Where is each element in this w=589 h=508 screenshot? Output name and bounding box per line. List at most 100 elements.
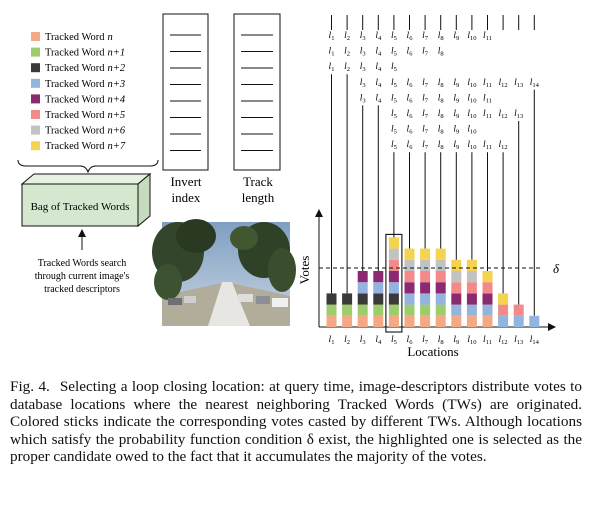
svg-text:Invert: Invert [170,174,201,189]
legend-swatch [31,94,40,104]
vote-segment [373,315,384,327]
track-row: l1 l2 l3 l4 l5 l6 l7 l8 [329,47,444,58]
bar-l12 [498,293,509,327]
bar-l7 [420,248,431,327]
vote-segment [326,315,337,327]
legend-label: Tracked Word n+2 [45,63,126,74]
location-label: l9 [453,335,459,346]
track-cell: l11 [483,93,492,104]
bag-of-tracked-words-box: Bag of Tracked Words [20,172,152,228]
track-cell: l8 [438,31,444,42]
track-row: l3 l4 l5 l6 l7 l8 l9 l10 l11 l12 l13 l14 [360,78,540,89]
track-cell: l7 [422,93,429,104]
legend-label: Tracked Word n+1 [45,48,125,59]
vote-segment [388,271,399,283]
track-cell: l11 [483,31,492,42]
vote-segment [498,304,509,316]
vote-segment [529,315,540,327]
vote-segment [482,315,493,327]
vote-segment [326,304,337,316]
bar-l5 [388,237,399,327]
vote-segment [388,282,399,294]
track-cell: l14 [530,78,540,89]
vote-segment [498,293,509,305]
vote-segment [326,293,337,305]
vote-segment [451,315,462,327]
track-cell: l6 [407,78,414,89]
vote-segment [466,304,477,316]
vote-segment [451,304,462,316]
legend-item: Tracked Word n+7 [31,141,126,152]
legend-label: Tracked Word n+7 [45,141,126,152]
search-line-2: through current image's [35,271,130,282]
location-label: l3 [360,335,366,346]
legend-label: Tracked Word n+5 [45,110,125,121]
vote-segment [404,282,415,294]
track-cell: l6 [407,47,414,58]
legend-item: Tracked Word n+4 [31,94,126,105]
track-cell: l3 [360,93,366,104]
track-length-table [233,13,281,171]
bar-l14 [529,315,540,327]
track-cell: l1 [329,62,335,73]
bag-label: Bag of Tracked Words [31,201,130,213]
legend-item: Tracked Word n+1 [31,47,125,59]
legend-label: Tracked Word n+6 [45,126,126,137]
location-label: l6 [407,335,414,346]
track-cell: l13 [514,109,523,120]
search-description: Tracked Words search through current ima… [35,258,130,295]
track-cell: l7 [422,47,429,58]
vote-segment [435,315,446,327]
vote-segment [357,271,368,283]
track-cell: l6 [407,140,414,151]
legend-item: Tracked Word n+3 [31,78,125,90]
bar-l1 [326,293,337,327]
track-cell: l10 [467,125,476,136]
track-cell: l8 [438,125,444,136]
track-cell: l4 [375,78,382,89]
tracked-words-legend: Tracked Word n Tracked Word n+1 Tracked Word… [31,32,126,152]
legend-label: Tracked Word n+3 [45,79,125,90]
vote-segment [388,248,399,260]
bar-l13 [513,304,524,327]
vote-segment [466,315,477,327]
track-cell: l7 [422,109,429,120]
y-axis-label: Votes [297,256,312,285]
vote-segment [357,293,368,305]
track-row: l5 l6 l7 l8 l9 l10 [391,125,477,136]
location-label: l11 [483,335,492,346]
bar-l9 [451,259,462,327]
location-label: l10 [467,335,476,346]
legend-swatch [31,32,40,41]
vote-segment [342,293,353,305]
track-cell: l8 [438,93,444,104]
track-cell: l5 [391,47,397,58]
vote-segment [342,315,353,327]
location-label: l2 [344,335,350,346]
vote-segment [420,259,431,271]
track-cell: l4 [375,31,382,42]
index-tables [162,13,281,171]
track-cell: l12 [499,78,508,89]
vote-segment [420,282,431,294]
vote-segment [388,259,399,271]
track-cell: l5 [391,62,397,73]
vote-segment [482,293,493,305]
track-cell: l13 [514,78,523,89]
vote-segment [404,315,415,327]
legend-swatch [31,47,40,57]
track-cell: l10 [467,140,476,151]
bar-l2 [342,293,353,327]
search-line-3: tracked descriptors [44,284,120,295]
search-line-1: Tracked Words search [38,258,127,269]
vote-segment [482,304,493,316]
legend-label: Tracked Word n+4 [45,94,126,105]
vote-segment [435,259,446,271]
threshold-label: δ [553,261,560,276]
figure-caption: Fig. 4. Selecting a loop closing location… [10,378,582,466]
invert-index-table [162,13,209,171]
vote-segment [420,304,431,316]
track-cell: l7 [422,31,429,42]
location-label: l4 [375,335,382,346]
vote-segment [420,248,431,260]
